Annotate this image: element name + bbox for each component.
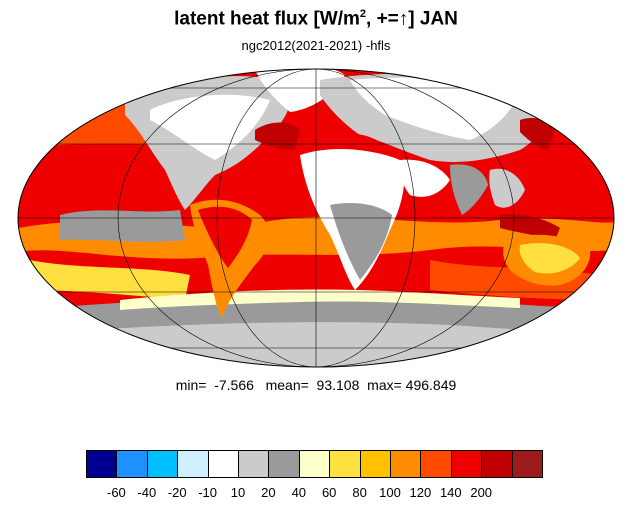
colorbar-label: 140 bbox=[439, 485, 462, 500]
colorbar-label: 120 bbox=[409, 485, 432, 500]
up-arrow-icon: ↑ bbox=[398, 8, 409, 30]
colorbar-swatch bbox=[420, 450, 452, 478]
greenland bbox=[255, 69, 345, 112]
colorbar-swatch bbox=[238, 450, 270, 478]
colorbar-swatch bbox=[390, 450, 422, 478]
colorbar-label: -20 bbox=[167, 485, 187, 500]
south-pacific-orange bbox=[30, 260, 190, 300]
map-subtitle: ngc2012(2021-2021) -hfls bbox=[241, 38, 391, 53]
colorbar-label: -10 bbox=[198, 485, 217, 500]
indochina bbox=[489, 168, 525, 208]
colorbar-swatch bbox=[177, 450, 209, 478]
colorbar-swatch bbox=[481, 450, 513, 478]
colorbar-label: 100 bbox=[379, 485, 401, 500]
colorbar-swatch bbox=[450, 450, 483, 478]
colorbar-label: 20 bbox=[261, 485, 276, 500]
colorbar-label: 200 bbox=[470, 485, 493, 500]
amazon-region bbox=[198, 206, 252, 268]
colorbar-label: 10 bbox=[230, 485, 246, 500]
colorbar-swatch bbox=[359, 450, 391, 478]
colorbar-label: -40 bbox=[137, 485, 157, 500]
kuroshio-hotspot bbox=[520, 118, 555, 150]
colorbar-label: 60 bbox=[321, 485, 337, 500]
map-statistics: min= -7.566 mean= 93.108 max= 496.849 bbox=[175, 377, 457, 393]
colorbar-swatch bbox=[116, 450, 148, 478]
map-title: latent heat flux [W/m2, +=↑] JAN bbox=[174, 8, 458, 30]
colorbar-swatch bbox=[329, 450, 361, 478]
mediterranean bbox=[340, 133, 392, 160]
maritime-continent bbox=[500, 214, 560, 240]
india bbox=[450, 164, 488, 215]
colorbar-swatch bbox=[268, 450, 300, 478]
colorbar-swatch bbox=[511, 450, 543, 478]
colorbar-swatch bbox=[146, 450, 179, 478]
east-pacific-cold-tongue bbox=[60, 210, 185, 242]
meridian-120 bbox=[117, 69, 515, 367]
gulf-stream-hotspot bbox=[255, 122, 300, 150]
meridian-60 bbox=[216, 69, 416, 367]
graticule bbox=[18, 69, 614, 367]
central-africa bbox=[330, 203, 392, 280]
colorbar-label: -60 bbox=[106, 485, 126, 500]
colorbar-label: 80 bbox=[352, 485, 367, 500]
colorbar-label: 40 bbox=[291, 485, 307, 500]
australia-interior bbox=[519, 243, 580, 274]
colorbar-swatch bbox=[207, 450, 239, 478]
map-outline bbox=[17, 68, 615, 368]
colorbar-swatch bbox=[298, 450, 331, 478]
south-indian-band bbox=[430, 260, 600, 300]
north-america-interior bbox=[150, 94, 270, 160]
colorbar-swatch bbox=[86, 450, 118, 478]
arabia bbox=[399, 159, 450, 197]
